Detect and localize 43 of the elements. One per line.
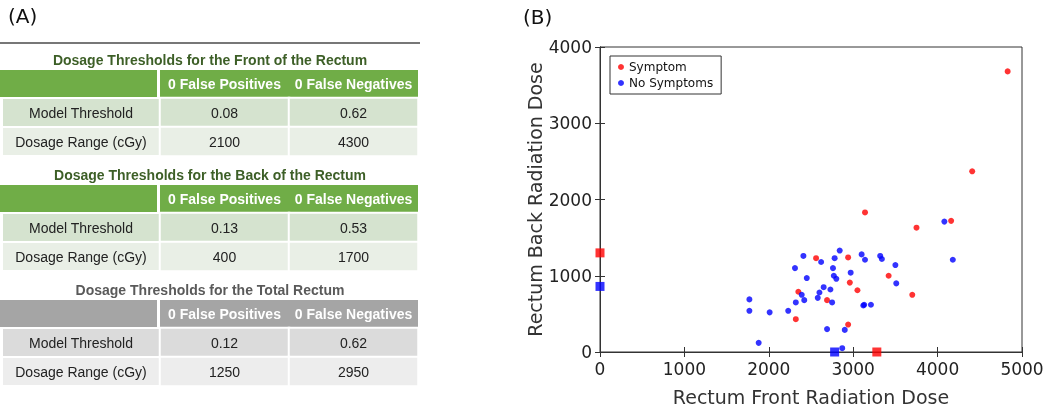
x-tick-label: 5000 [1000,358,1044,379]
x-tick-label: 3000 [831,358,875,379]
data-label: 0.12 [210,334,239,351]
y-tick-label: 1000 [548,265,592,286]
x-tick-label: 0 False Negatives [294,305,413,322]
x-tick-label: 4000 [915,358,960,379]
data-label: 1250 [208,363,241,380]
y-tick-label: Model Threshold [28,219,134,236]
x-tick-label: 1000 [662,358,707,379]
x-tick-label: 2000 [747,358,791,379]
y-tick-label: Dosage Range (cGy) [15,363,147,380]
y-tick-label: Model Threshold [28,104,134,121]
data-label: 0.53 [339,219,368,236]
y-tick-label: 4000 [548,37,592,57]
legend-label: No Symptoms [629,76,714,90]
y-tick-label: 3000 [548,113,592,134]
data-label: 400 [212,248,237,265]
text: (A) [8,4,38,28]
data-label: 2100 [208,133,241,150]
data-label: 0.13 [210,219,239,236]
y-tick-label: 0 [581,342,592,362]
data-label: 0.62 [339,104,368,121]
x-tick-label: 0 False Positives [168,305,282,322]
y-axis-title: Rectum Back Radiation Dose [524,62,547,337]
data-label: 1700 [337,248,370,265]
data-label: 0.08 [210,104,239,121]
x-axis-title: Rectum Front Radiation Dose [672,385,950,408]
y-tick-label: Dosage Range (cGy) [15,133,147,150]
x-tick-label: 0 [594,358,606,379]
chart-title: Dosage Thresholds for the Back of the Rectum [54,167,366,183]
y-tick-label: Dosage Range (cGy) [15,248,147,265]
x-tick-label: 0 False Negatives [294,75,413,92]
data-label: 0.62 [339,334,368,351]
data-label: 4300 [337,133,370,150]
legend-label: Symptom [629,60,687,74]
x-tick-label: 0 False Positives [168,190,282,207]
chart-title: (B) [523,5,553,29]
chart-title: Dosage Thresholds for the Total Rectum [75,282,345,298]
x-tick-label: 0 False Negatives [294,190,413,207]
data-label: 2950 [337,363,370,380]
y-tick-label: Model Threshold [28,334,134,351]
x-tick-label: 0 False Positives [168,75,282,92]
chart-title: Dosage Thresholds for the Front of the Rectum [52,52,368,68]
